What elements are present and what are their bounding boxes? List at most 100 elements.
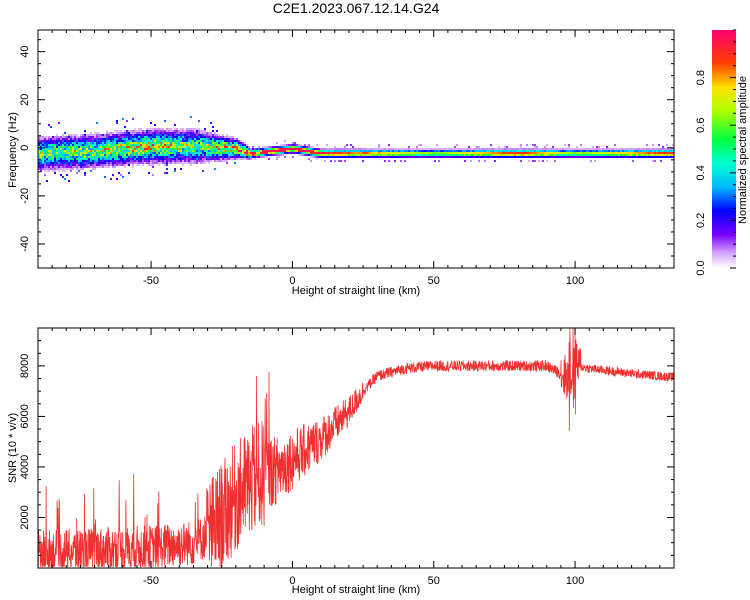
heatmap-cell xyxy=(306,150,308,152)
heatmap-cell xyxy=(524,148,526,150)
heatmap-cell xyxy=(420,144,422,146)
heatmap-cell xyxy=(86,142,88,144)
heatmap-cell xyxy=(236,138,238,140)
heatmap-cell xyxy=(196,138,198,140)
heatmap-cell xyxy=(142,136,144,138)
heatmap-cell xyxy=(136,130,138,132)
heatmap-cell xyxy=(44,164,46,166)
heatmap-cell xyxy=(378,154,380,156)
heatmap-cell xyxy=(90,164,92,166)
heatmap-cell xyxy=(648,150,650,152)
heatmap-cell xyxy=(198,144,200,146)
heatmap-cell xyxy=(172,148,174,150)
heatmap-cell xyxy=(92,136,94,138)
heatmap-cell xyxy=(576,150,578,152)
heatmap-cell xyxy=(58,152,60,154)
heatmap-cell xyxy=(538,154,540,156)
heatmap-cell xyxy=(222,152,224,154)
heatmap-cell xyxy=(52,170,54,172)
heatmap-cell xyxy=(130,132,132,134)
heatmap-cell xyxy=(166,154,168,156)
heatmap-cell xyxy=(438,152,440,154)
heatmap-cell xyxy=(208,148,210,150)
heatmap-cell xyxy=(516,148,518,150)
heatmap-cell xyxy=(52,166,54,168)
heatmap-cell xyxy=(620,152,622,154)
heatmap-cell xyxy=(372,148,374,150)
heatmap-cell xyxy=(272,146,274,148)
heatmap-cell xyxy=(534,154,536,156)
heatmap-cell xyxy=(128,152,130,154)
heatmap-cell xyxy=(48,164,50,166)
heatmap-cell xyxy=(64,154,66,156)
heatmap-cell xyxy=(154,160,156,162)
heatmap-cell xyxy=(50,152,52,154)
heatmap-cell xyxy=(146,138,148,140)
heatmap-cell xyxy=(382,154,384,156)
heatmap-cell xyxy=(374,148,376,150)
heatmap-cell xyxy=(596,154,598,156)
heatmap-cell xyxy=(226,160,228,162)
heatmap-cell xyxy=(296,152,298,154)
heatmap-cell xyxy=(316,158,318,160)
heatmap-cell xyxy=(274,150,276,152)
heatmap-cell xyxy=(42,152,44,154)
heatmap-cell xyxy=(554,154,556,156)
heatmap-cell xyxy=(182,158,184,160)
heatmap-cell xyxy=(308,146,310,148)
heatmap-cell xyxy=(152,152,154,154)
heatmap-cell xyxy=(600,150,602,152)
heatmap-cell xyxy=(110,146,112,148)
spectrogram-x-tick-label: 50 xyxy=(428,275,440,287)
heatmap-cell xyxy=(330,156,332,158)
heatmap-cell xyxy=(388,148,390,150)
heatmap-cell xyxy=(452,156,454,158)
heatmap-cell xyxy=(38,146,40,148)
heatmap-cell xyxy=(184,156,186,158)
heatmap-cell xyxy=(118,144,120,146)
heatmap-cell xyxy=(286,144,288,146)
heatmap-cell xyxy=(126,160,128,162)
heatmap-cell xyxy=(44,158,46,160)
heatmap-cell xyxy=(312,154,314,156)
heatmap-cell xyxy=(344,160,346,162)
heatmap-cell xyxy=(196,130,198,132)
heatmap-cell xyxy=(98,152,100,154)
heatmap-cell xyxy=(606,148,608,150)
heatmap-cell xyxy=(458,154,460,156)
heatmap-cell xyxy=(150,122,152,124)
heatmap-cell xyxy=(106,134,108,136)
heatmap-cell xyxy=(48,142,50,144)
heatmap-cell xyxy=(252,150,254,152)
heatmap-cell xyxy=(152,162,154,164)
heatmap-cell xyxy=(472,148,474,150)
heatmap-cell xyxy=(54,152,56,154)
heatmap-cell xyxy=(656,156,658,158)
heatmap-cell xyxy=(458,152,460,154)
heatmap-cell xyxy=(126,146,128,148)
heatmap-cell xyxy=(356,148,358,150)
heatmap-cell xyxy=(152,150,154,152)
heatmap-cell xyxy=(286,148,288,150)
heatmap-cell xyxy=(174,152,176,154)
heatmap-cell xyxy=(258,154,260,156)
heatmap-cell xyxy=(410,156,412,158)
heatmap-cell xyxy=(276,146,278,148)
heatmap-cell xyxy=(60,146,62,148)
heatmap-cell xyxy=(400,156,402,158)
heatmap-cell xyxy=(210,156,212,158)
heatmap-cell xyxy=(662,152,664,154)
heatmap-cell xyxy=(264,154,266,156)
heatmap-cell xyxy=(246,148,248,150)
heatmap-cell xyxy=(134,138,136,140)
heatmap-cell xyxy=(82,168,84,170)
heatmap-cell xyxy=(460,156,462,158)
heatmap-cell xyxy=(536,154,538,156)
heatmap-cell xyxy=(64,148,66,150)
heatmap-cell xyxy=(46,164,48,166)
heatmap-cell xyxy=(60,166,62,168)
heatmap-cell xyxy=(86,162,88,164)
heatmap-cell xyxy=(244,144,246,146)
heatmap-cell xyxy=(332,154,334,156)
heatmap-cell xyxy=(118,130,120,132)
